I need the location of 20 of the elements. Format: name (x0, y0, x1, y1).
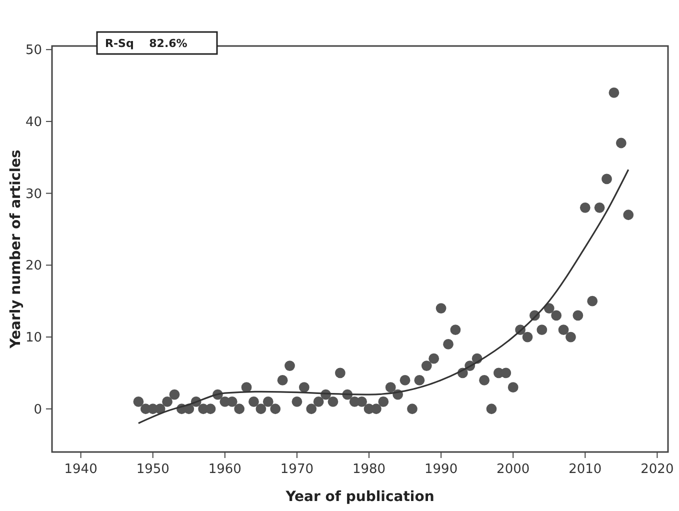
x-tick-label: 1960 (208, 462, 242, 477)
x-tick-label: 1940 (64, 462, 98, 477)
x-tick-label: 1950 (136, 462, 170, 477)
y-tick-label: 0 (34, 402, 42, 418)
x-tick-label: 2000 (496, 462, 530, 477)
y-tick-label: 20 (25, 258, 42, 274)
x-tick-label: 1990 (424, 462, 458, 477)
x-tick-label: 2010 (568, 462, 602, 477)
text-box: R-Sq 82.6% (96, 31, 218, 55)
y-tick-label: 30 (25, 186, 42, 202)
y-tick-label: 40 (25, 115, 42, 130)
x-tick-label: 2020 (640, 462, 674, 477)
x-tick-label: 1970 (280, 462, 314, 477)
y-tick-label: 10 (25, 330, 42, 346)
y-tick-label: 50 (25, 43, 42, 58)
x-tick-label: 1980 (352, 462, 386, 477)
y-axis-title: Yearly number of articles (8, 150, 24, 350)
line-series (138, 168, 630, 424)
annotation: R-Sq 82.6% (105, 37, 188, 50)
x-axis-title: Year of publication (284, 489, 434, 505)
